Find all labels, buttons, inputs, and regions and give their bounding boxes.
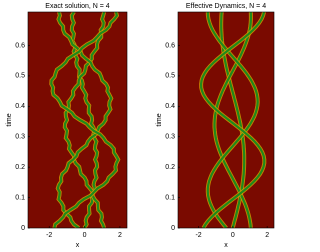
x-tick-label: 2 (265, 232, 269, 239)
y-tick-label: 0.6 (15, 42, 25, 49)
y-axis-label: time (6, 113, 13, 126)
x-tick-label: 0 (83, 232, 87, 239)
figure: Exact solution, N = 4 x time -2 0 2 0 0.1 0.2 0.3… (6, 3, 275, 249)
y-axis-label: time (156, 113, 163, 126)
y-tick-label: 0.5 (165, 73, 175, 80)
plot-frame (177, 11, 275, 229)
y-tick-label: 0.2 (15, 164, 25, 171)
field (49, 12, 121, 228)
x-tick-label: -2 (46, 232, 52, 239)
chart-title: Effective Dynamics, N = 4 (186, 3, 266, 10)
y-tick-label: 0.1 (165, 194, 175, 201)
trajectory (56, 12, 113, 228)
y-tick-label: 0.2 (165, 164, 175, 171)
y-tick-label: 0.1 (15, 194, 25, 201)
y-tick-label: 0 (171, 225, 175, 232)
chart-title: Exact solution, N = 4 (45, 3, 110, 10)
trajectory (199, 12, 266, 228)
y-tick-label: 0.4 (165, 103, 175, 110)
plot-frame (27, 11, 128, 229)
x-axis-label: x (76, 242, 80, 249)
y-tick-label: 0.4 (15, 103, 25, 110)
y-tick-label: 0 (21, 225, 25, 232)
trajectory (50, 12, 120, 228)
y-tick-label: 0.3 (15, 134, 25, 141)
x-axis-label: x (224, 242, 228, 249)
x-tick-label: -2 (195, 232, 201, 239)
y-tick-label: 0.6 (165, 42, 175, 49)
field (199, 12, 267, 228)
trajectory (206, 12, 259, 228)
x-tick-label: 0 (231, 232, 235, 239)
y-tick-label: 0.5 (15, 73, 25, 80)
x-tick-label: 2 (118, 232, 122, 239)
y-tick-label: 0.3 (165, 134, 175, 141)
